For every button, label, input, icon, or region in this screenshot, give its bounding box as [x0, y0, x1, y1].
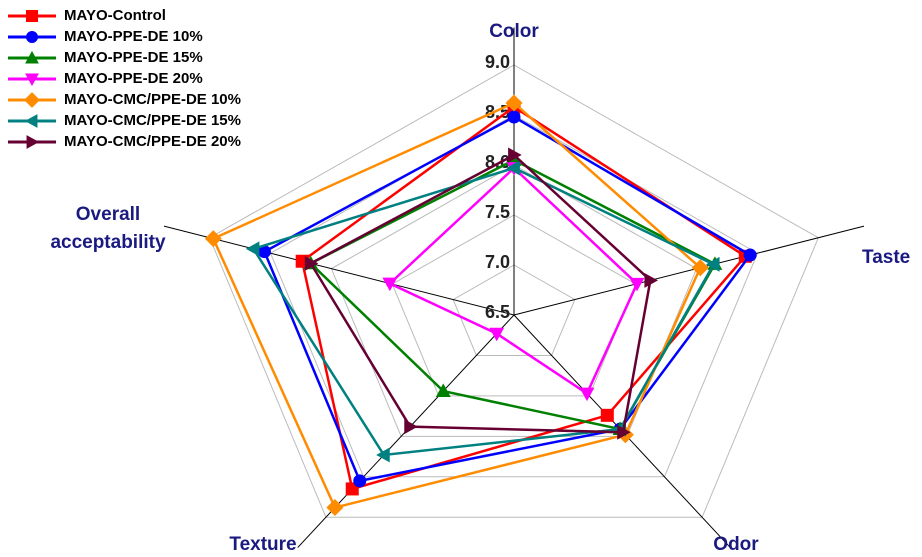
marker — [435, 383, 451, 397]
series-line — [251, 166, 716, 457]
marker — [600, 408, 614, 422]
axis-line — [163, 225, 515, 316]
marker — [706, 256, 720, 272]
axis-label: Overall acceptability — [50, 204, 166, 253]
legend-marker — [24, 92, 40, 108]
legend-marker — [24, 114, 38, 128]
marker — [617, 424, 631, 440]
series-line — [300, 105, 748, 491]
axis-label-line: Overall — [76, 204, 140, 225]
r-tick-label: 7.0 — [485, 252, 510, 272]
marker — [644, 272, 658, 288]
marker — [326, 499, 344, 517]
marker — [629, 277, 645, 292]
grid-ring — [391, 214, 637, 397]
series-line — [308, 153, 652, 434]
marker — [345, 482, 359, 496]
marker — [245, 241, 260, 257]
axis-line — [513, 225, 865, 316]
series-line — [387, 166, 639, 396]
legend-label: MAYO-PPE-DE 20% — [64, 70, 203, 87]
marker — [204, 230, 222, 248]
marker — [382, 277, 398, 292]
axis-label: Odor — [713, 534, 759, 555]
marker — [304, 255, 319, 271]
legend-marker — [25, 73, 39, 87]
marker — [507, 110, 521, 124]
r-tick-label: 6.5 — [485, 302, 510, 322]
marker — [353, 474, 367, 488]
legend-marker — [26, 31, 38, 43]
legend-marker — [25, 50, 39, 64]
legend-label: MAYO-PPE-DE 10% — [64, 28, 203, 45]
marker — [505, 94, 523, 112]
axis-label: Taste — [862, 247, 910, 268]
r-tick-label: 7.5 — [485, 202, 510, 222]
r-tick-label: 9.0 — [485, 52, 510, 72]
legend-marker — [26, 10, 38, 22]
marker — [691, 259, 709, 277]
series-line — [211, 101, 702, 510]
grid-ring — [209, 64, 819, 518]
axis-label: Color — [489, 21, 539, 42]
series-line — [262, 115, 753, 483]
marker — [579, 387, 595, 402]
grid-ring — [452, 264, 576, 356]
legend-label: MAYO-CMC/PPE-DE 15% — [64, 112, 241, 129]
marker — [743, 248, 757, 262]
marker — [489, 327, 505, 342]
legend-label: MAYO-Control — [64, 7, 166, 24]
grid-ring — [330, 164, 698, 437]
axis-label-line: acceptability — [50, 232, 166, 253]
marker — [404, 419, 418, 435]
axis-label: Texture — [229, 534, 296, 555]
legend-marker — [26, 135, 40, 149]
marker — [376, 447, 390, 463]
legend-label: MAYO-CMC/PPE-DE 20% — [64, 133, 241, 150]
marker — [508, 147, 522, 163]
legend-label: MAYO-PPE-DE 15% — [64, 49, 203, 66]
marker — [506, 160, 520, 176]
legend-label: MAYO-CMC/PPE-DE 10% — [64, 91, 241, 108]
